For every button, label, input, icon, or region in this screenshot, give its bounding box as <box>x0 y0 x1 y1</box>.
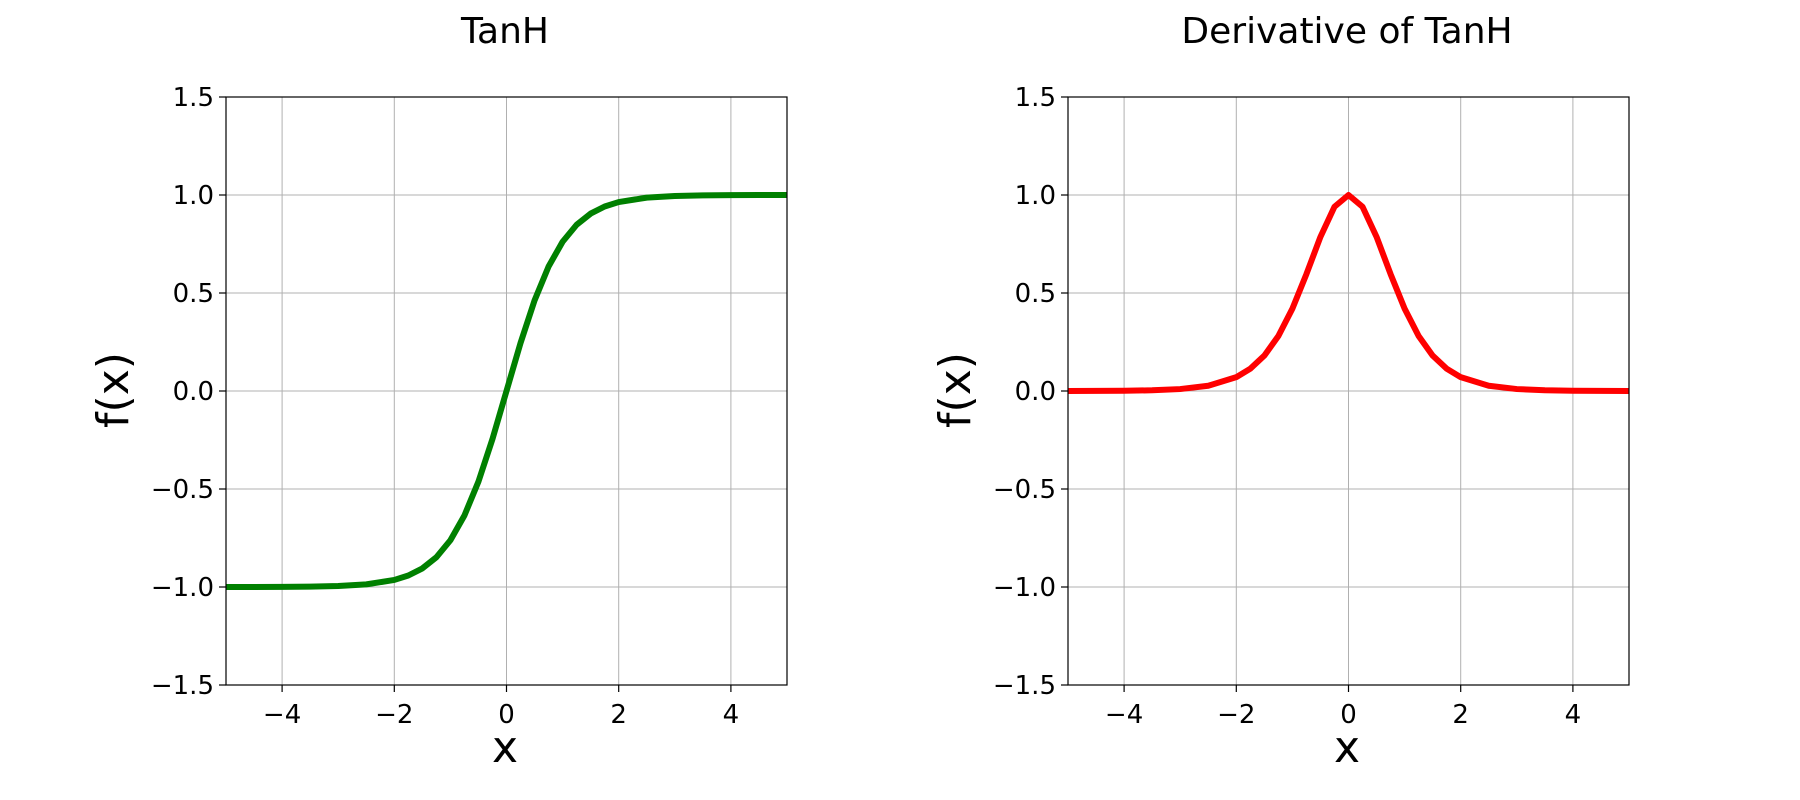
y-tick-label: 0.5 <box>1015 279 1056 309</box>
y-tick-label: 0.5 <box>173 279 214 309</box>
x-tick-label: 4 <box>1565 700 1582 730</box>
y-tick-label: 0.0 <box>1015 377 1056 407</box>
chart-title: TanH <box>460 11 549 52</box>
y-axis-label: f(x) <box>88 352 139 428</box>
x-tick-label: 4 <box>723 700 740 730</box>
x-tick-label: −2 <box>1217 700 1255 730</box>
x-axis-label: x <box>1334 722 1360 773</box>
series-group <box>226 192 787 590</box>
y-tick-label: −0.5 <box>151 475 214 505</box>
y-tick-label: 0.0 <box>173 377 214 407</box>
x-tick-label: 2 <box>610 700 627 730</box>
tanh-derivative-chart: Derivative of TanH x f(x) −4 −2 0 2 4 −1.5 −1.… <box>930 11 1630 773</box>
x-tick-label: 0 <box>498 700 515 730</box>
series-line <box>226 192 787 590</box>
x-axis-label: x <box>492 722 518 773</box>
y-tick-label: 1.0 <box>173 181 214 211</box>
y-tick-label: −0.5 <box>993 475 1056 505</box>
y-tick-label: −1.5 <box>993 671 1056 701</box>
x-tick-label: 0 <box>1340 700 1357 730</box>
x-tick-label: 2 <box>1452 700 1469 730</box>
x-tick-label: −2 <box>375 700 413 730</box>
chart-title: Derivative of TanH <box>1181 11 1512 52</box>
x-tick-label: −4 <box>1105 700 1143 730</box>
y-tick-label: 1.0 <box>1015 181 1056 211</box>
y-tick-label: −1.5 <box>151 671 214 701</box>
y-tick-label: −1.0 <box>151 573 214 603</box>
y-tick-label: 1.5 <box>1015 83 1056 113</box>
tanh-chart: TanH x f(x) −4 −2 0 2 4 −1.5 −1.0 −0.5 0.0 0.5 1.0… <box>88 11 788 773</box>
series-line <box>1068 192 1629 394</box>
y-tick-label: −1.0 <box>993 573 1056 603</box>
y-axis-label: f(x) <box>930 352 981 428</box>
y-tick-label: 1.5 <box>173 83 214 113</box>
x-tick-label: −4 <box>263 700 301 730</box>
series-group <box>1068 192 1629 394</box>
